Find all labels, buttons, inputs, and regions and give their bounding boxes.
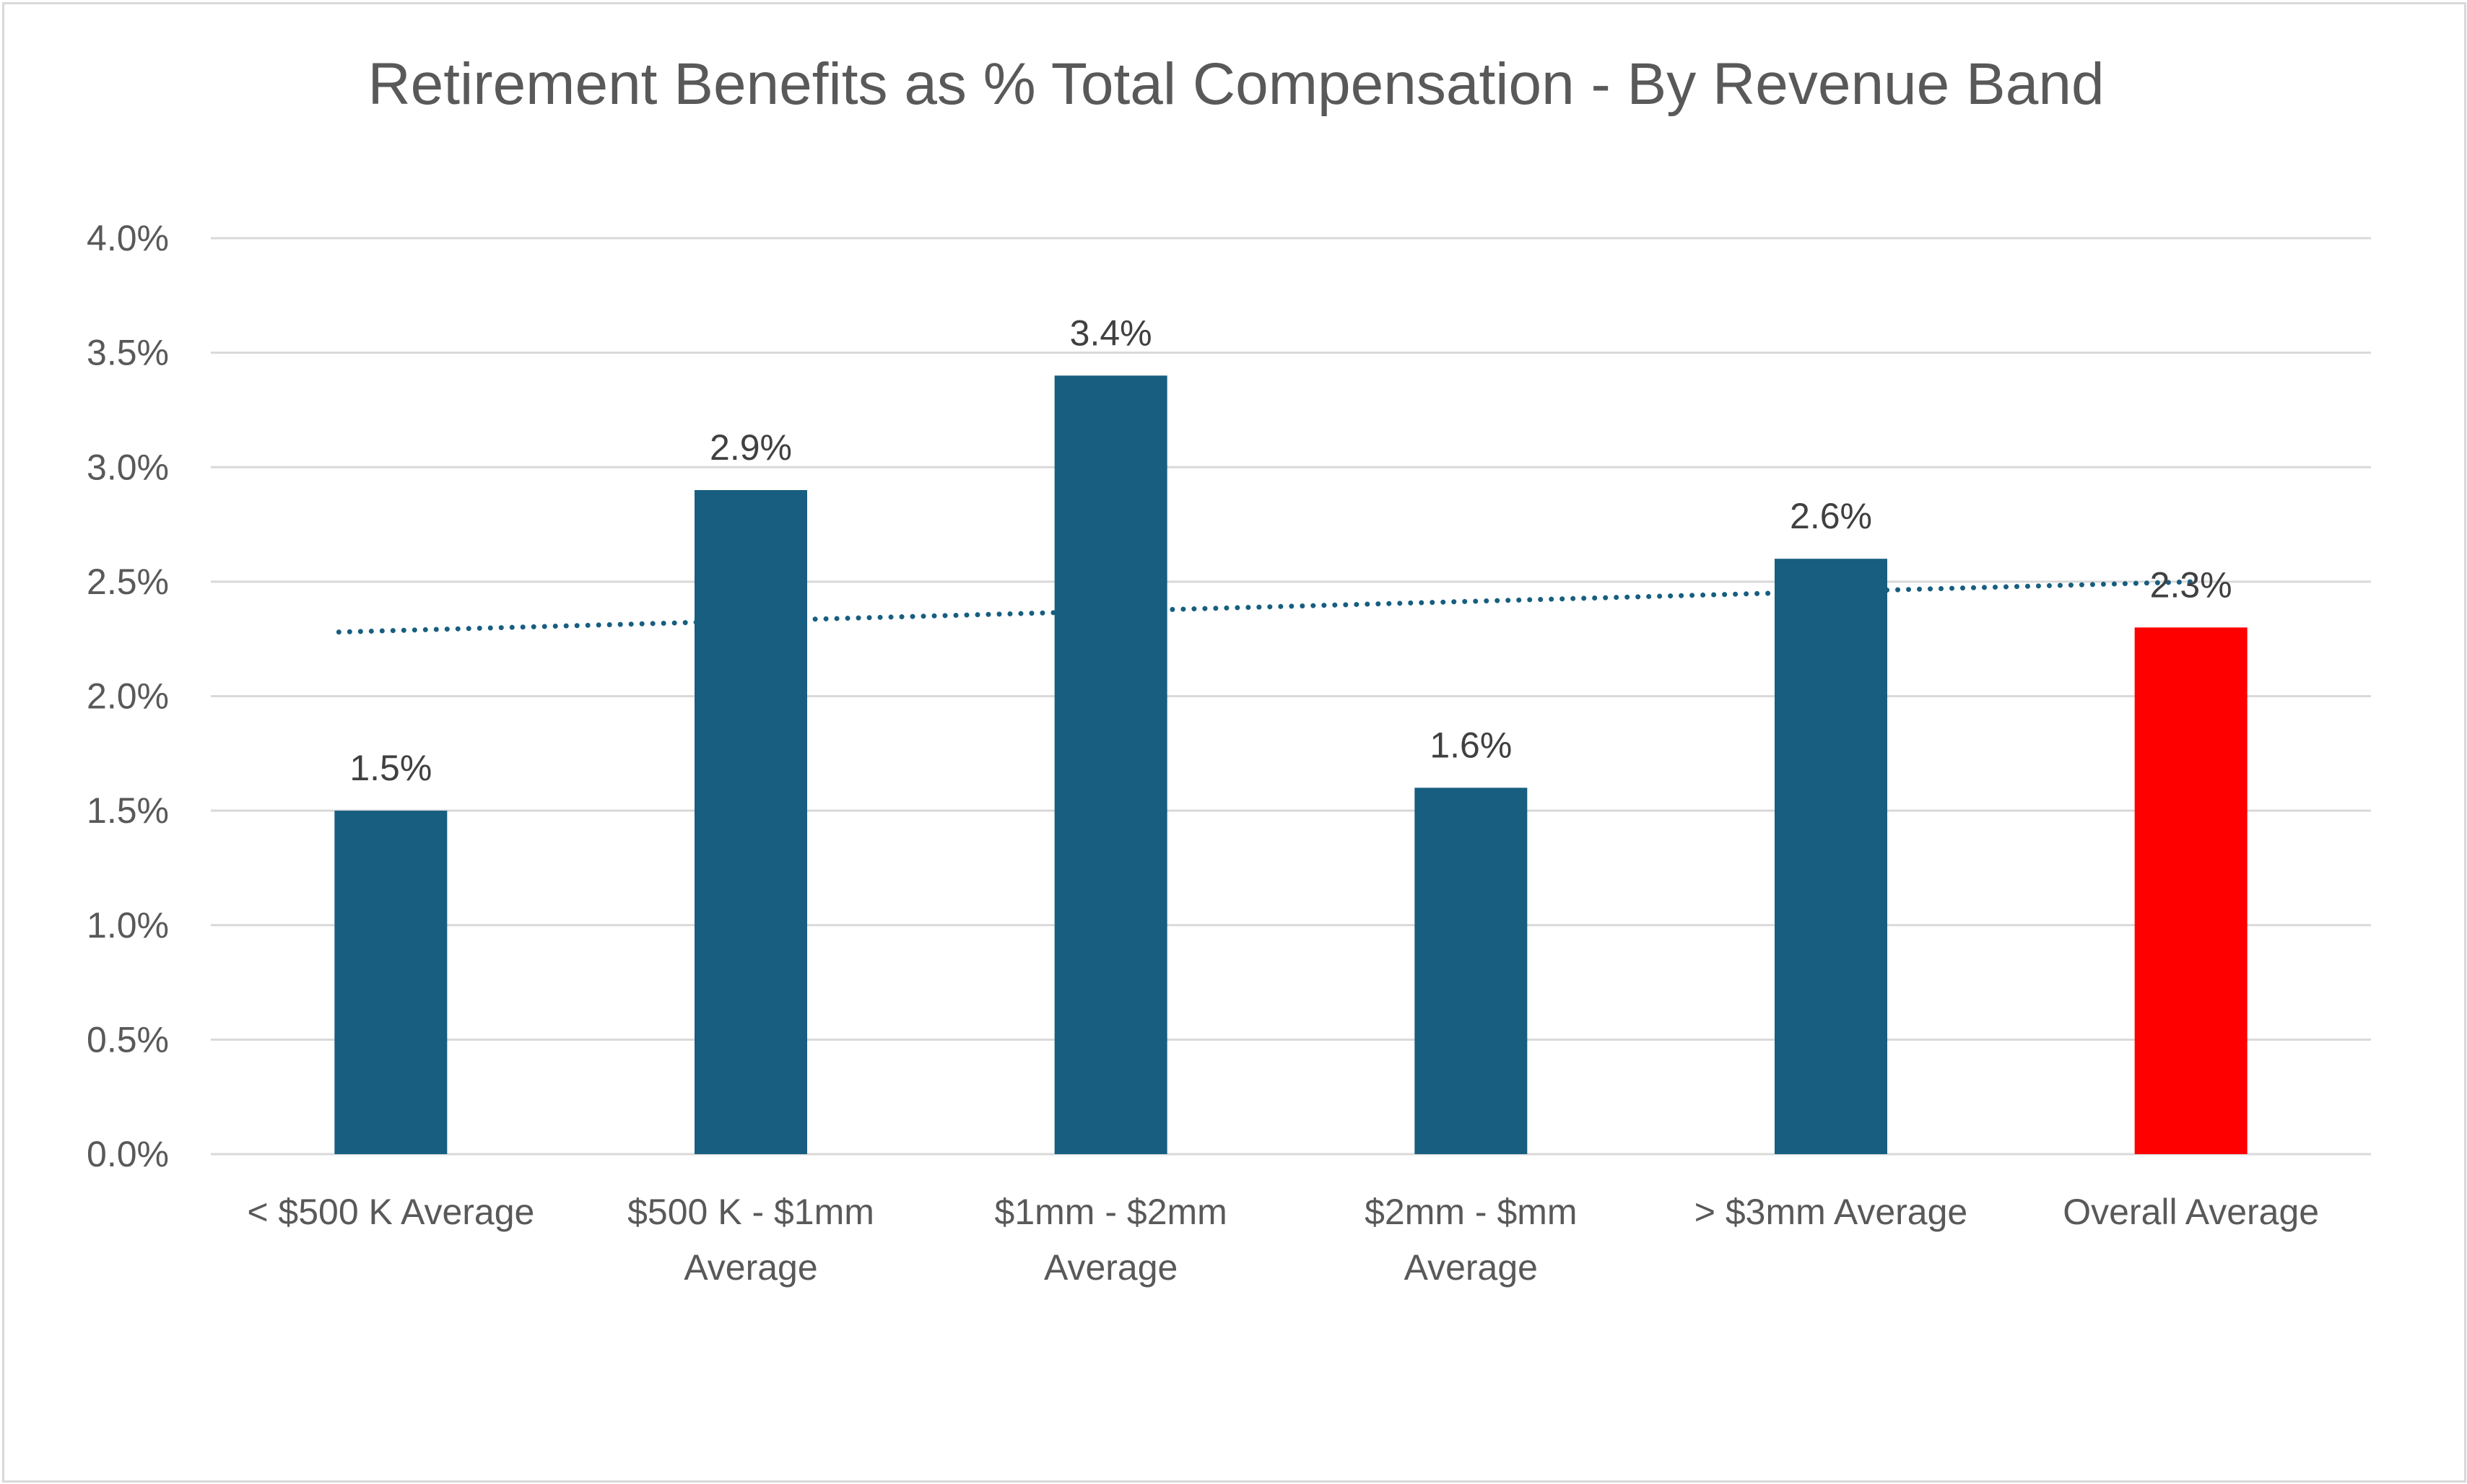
data-label: 2.3% xyxy=(2150,564,2232,605)
trendline-group xyxy=(336,579,2200,635)
y-tick-label: 2.0% xyxy=(87,676,169,717)
data-label: 2.6% xyxy=(1790,496,1872,536)
bar xyxy=(1054,375,1167,1154)
y-tick-label: 3.0% xyxy=(87,447,169,487)
x-tick-label: $1mm - $2mm xyxy=(995,1192,1227,1232)
y-tick-label: 2.5% xyxy=(87,562,169,602)
x-tick-label: Average xyxy=(1404,1247,1538,1288)
x-tick-label: Overall Average xyxy=(2063,1192,2319,1232)
data-label: 2.9% xyxy=(710,427,792,468)
bar xyxy=(334,811,448,1154)
bar xyxy=(695,489,807,1154)
x-tick-label: Average xyxy=(684,1247,817,1288)
y-tick-label: 1.0% xyxy=(87,905,169,946)
data-labels: 1.5% 2.9% 3.4% 1.6% 2.6% 2.3% xyxy=(349,313,2232,788)
bar xyxy=(1414,787,1528,1154)
x-tick-label: > $3mm Average xyxy=(1694,1192,1967,1232)
data-label: 1.5% xyxy=(349,748,432,788)
bars xyxy=(334,375,2248,1154)
bar xyxy=(1775,559,1887,1154)
chart-title: Retirement Benefits as % Total Compensat… xyxy=(367,51,2104,117)
y-tick-label: 1.5% xyxy=(87,790,169,831)
gridlines xyxy=(211,237,2371,1156)
data-label: 3.4% xyxy=(1070,313,1152,353)
x-tick-label: Average xyxy=(1044,1247,1178,1288)
x-tick-label: $500 K - $1mm xyxy=(627,1192,874,1232)
y-tick-label: 3.5% xyxy=(87,333,169,373)
y-tick-label: 0.5% xyxy=(87,1019,169,1060)
y-tick-label: 4.0% xyxy=(87,218,169,258)
x-tick-label: $2mm - $mm xyxy=(1365,1192,1577,1232)
y-tick-label: 0.0% xyxy=(87,1134,169,1174)
x-tick-label: < $500 K Average xyxy=(247,1192,534,1232)
bar-chart: Retirement Benefits as % Total Compensat… xyxy=(87,51,2371,1288)
data-label: 1.6% xyxy=(1430,725,1512,765)
x-axis-categories: < $500 K Average $500 K - $1mm Average $1mm… xyxy=(247,1192,2319,1288)
y-axis-ticks: 0.0% 0.5% 1.0% 1.5% 2.0% 2.5% 3.0% 3.5% 4.0% xyxy=(87,218,169,1174)
bar xyxy=(2134,627,2248,1154)
trendline xyxy=(336,579,2200,635)
